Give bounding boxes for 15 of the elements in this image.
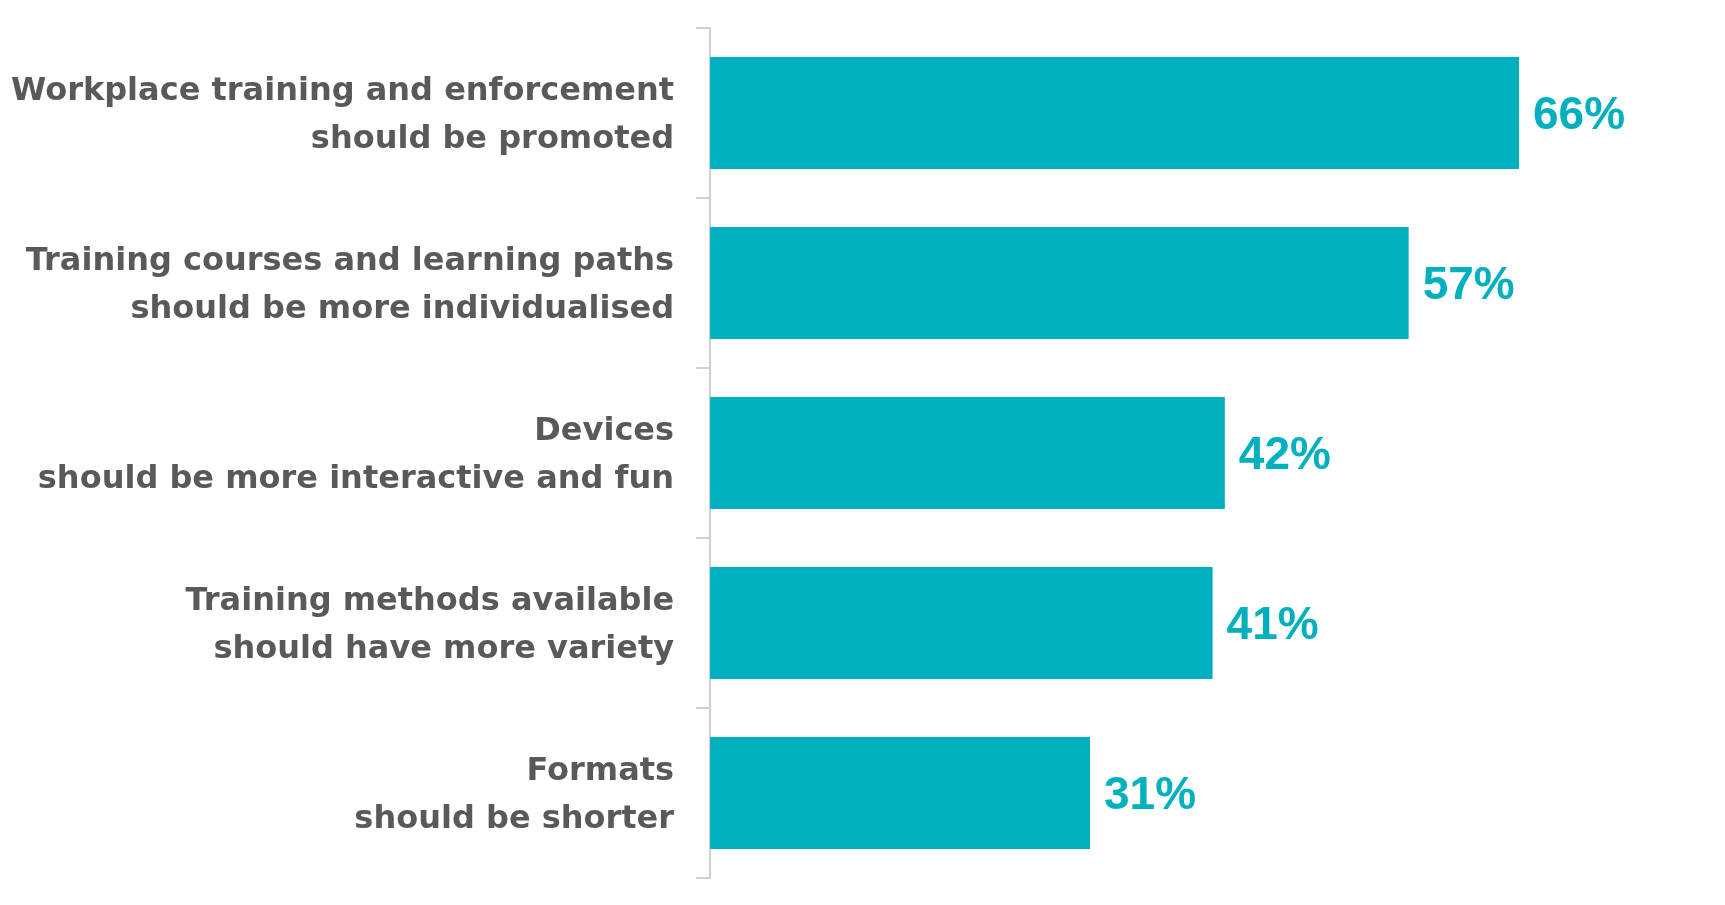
data-label: 31% [1104,767,1197,819]
y-tick-label: Training methods available should have more variety [185,580,675,666]
bar [710,736,1091,850]
y-tick-label: Devices should be more interactive and fun [37,410,675,496]
bar [710,396,1225,510]
y-tick-label: Workplace training and enforcement should be promoted [11,70,675,156]
bar [710,56,1519,170]
y-tick-label: Formats should be shorter [354,750,675,836]
data-label: 57% [1422,257,1515,309]
bar [710,226,1409,340]
data-label: 41% [1226,597,1319,649]
data-label: 66% [1532,87,1626,139]
y-tick-label: Training courses and learning paths should be more individualised [25,240,675,326]
bar [710,566,1213,680]
data-label: 42% [1238,427,1331,479]
